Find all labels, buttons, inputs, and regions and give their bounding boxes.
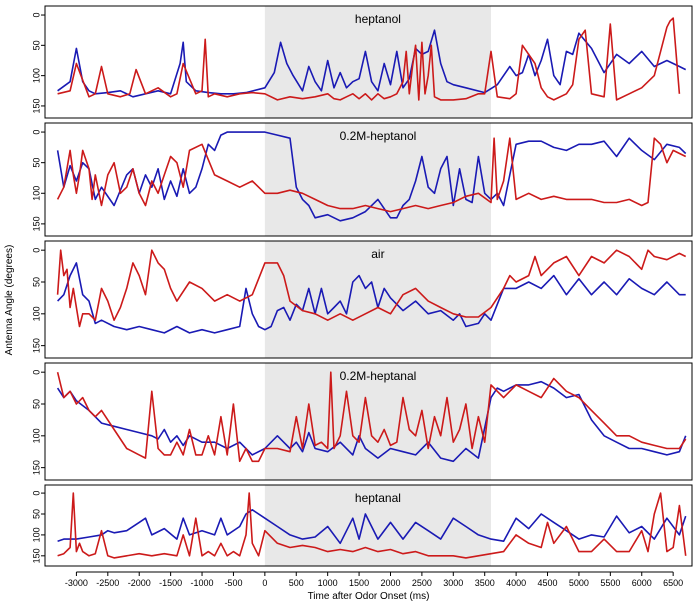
panel-title: 0.2M-heptanol: [340, 129, 417, 143]
y-tick-label: 0: [31, 370, 41, 375]
series-line-blue: [57, 262, 686, 334]
y-tick-label: 50: [31, 399, 41, 409]
y-tick-label: 100: [31, 186, 41, 201]
y-tick-label: 100: [31, 527, 41, 542]
x-tick-label: 5500: [600, 578, 620, 588]
y-axis-label: Antenna Angle (degrees): [4, 245, 15, 356]
x-tick-label: -500: [224, 578, 242, 588]
y-tick-label: 50: [31, 40, 41, 50]
x-tick-label: 4500: [538, 578, 558, 588]
y-tick-label: 50: [31, 509, 41, 519]
series-line-red: [56, 249, 687, 328]
series-line-blue: [56, 131, 687, 222]
y-tick-label: 150: [31, 216, 41, 231]
y-tick-label: 50: [31, 158, 41, 168]
x-tick-label: 3000: [443, 578, 463, 588]
y-tick-label: 100: [31, 428, 41, 443]
x-tick-label: 500: [289, 578, 304, 588]
x-tick-label: 0: [262, 578, 267, 588]
x-axis: -3000 -2500 -2000 -1500 -1000 -500 0 500 1000 150…: [65, 571, 683, 588]
x-tick-label: 6500: [663, 578, 683, 588]
x-tick-label: -1000: [191, 578, 214, 588]
panel-frame: [44, 240, 693, 359]
x-tick-label: 2500: [412, 578, 432, 588]
x-tick-label: 2000: [380, 578, 400, 588]
odor-window-shade: [264, 485, 491, 566]
odor-window-shade: [264, 241, 491, 358]
x-tick-label: 6000: [632, 578, 652, 588]
x-tick-label: -3000: [65, 578, 88, 588]
panel-title: heptanal: [355, 491, 401, 505]
x-tick-label: 5000: [569, 578, 589, 588]
y-tick-label: 150: [31, 338, 41, 353]
panel-1: 0 50 100 150 heptanol: [31, 5, 693, 119]
y-tick-label: 0: [31, 13, 41, 18]
panel-frame: [44, 5, 693, 119]
series-line-blue: [57, 509, 687, 545]
series-line-red: [57, 492, 687, 559]
x-axis-label: Time after Odor Onset (ms): [308, 591, 430, 602]
x-tick-label: -1500: [159, 578, 182, 588]
panel-5: 0 50 100 150 heptanal: [31, 484, 693, 567]
panel-title: air: [371, 247, 384, 261]
series-line-red: [57, 17, 681, 101]
panel-3: 0 50 100 150 air: [31, 240, 693, 359]
x-tick-label: 1500: [349, 578, 369, 588]
x-tick-label: 4000: [506, 578, 526, 588]
y-tick-label: 0: [31, 248, 41, 253]
panel-4: 0 50 100 150 0.2M-heptanal: [31, 362, 693, 481]
y-tick-label: 150: [31, 98, 41, 113]
x-tick-label: -2000: [128, 578, 151, 588]
x-tick-label: 3500: [475, 578, 495, 588]
odor-window-shade: [264, 123, 491, 236]
y-tick-label: 100: [31, 68, 41, 83]
series-line-blue: [56, 380, 687, 463]
y-tick-label: 100: [31, 306, 41, 321]
panel-2: 0 50 100 150 0.2M-heptanol: [31, 122, 693, 237]
y-tick-label: 150: [31, 548, 41, 563]
series-line-red: [56, 137, 687, 213]
x-tick-label: 1000: [318, 578, 338, 588]
series-line-blue: [57, 29, 687, 98]
series-line-red: [56, 371, 687, 463]
panel-title: 0.2M-heptanal: [340, 369, 417, 383]
chart-panels: 050100150heptanol0501001500.2M-heptanol0…: [31, 5, 693, 567]
x-tick-label: -2500: [96, 578, 119, 588]
panel-title: heptanol: [355, 12, 401, 26]
y-tick-label: 150: [31, 460, 41, 475]
y-tick-label: 50: [31, 277, 41, 287]
y-tick-label: 0: [31, 130, 41, 135]
y-tick-label: 0: [31, 491, 41, 496]
panel-frame: [44, 484, 693, 567]
panel-frame: [44, 122, 693, 237]
panel-frame: [44, 362, 693, 481]
